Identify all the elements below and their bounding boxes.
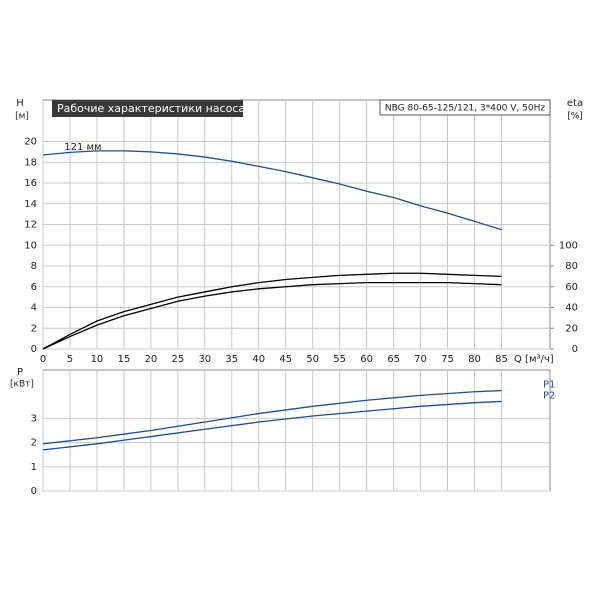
y-tick-label: 1 — [31, 462, 37, 473]
legend-label: P1 — [543, 380, 555, 391]
x-tick-label: 20 — [145, 354, 158, 365]
x-tick-label: 45 — [279, 354, 292, 365]
x-tick-label: 65 — [387, 354, 400, 365]
plot-frame — [42, 369, 551, 492]
y-tick-label: 16 — [24, 178, 37, 189]
subtitle-box — [379, 99, 551, 116]
chart-title: Рабочие характеристики насоса — [57, 102, 245, 115]
series-line — [42, 400, 502, 451]
marks — [42, 150, 502, 451]
y2-tick-label: 80 — [565, 261, 578, 272]
x-tick-label: 55 — [333, 354, 346, 365]
x-tick-label: 60 — [360, 354, 373, 365]
y2-tick-label: 0 — [572, 344, 578, 355]
x-tick-label: 70 — [414, 354, 427, 365]
y2-tick-label: 40 — [565, 303, 578, 314]
subtitle: NBG 80-65-125/121, 3*400 V, 50Hz — [385, 104, 545, 114]
x-tick-label: 40 — [252, 354, 265, 365]
x-tick-label: 35 — [225, 354, 238, 365]
y-tick-label: 2 — [31, 323, 37, 334]
y-tick-label: 3 — [31, 413, 37, 424]
series-line — [42, 281, 502, 350]
y2-tick-label: 100 — [559, 240, 578, 251]
series-line — [42, 389, 502, 445]
x-tick-label: 10 — [91, 354, 104, 365]
x-tick-label: 0 — [40, 354, 46, 365]
x-tick-label: 25 — [171, 354, 184, 365]
y2-tick-label: 20 — [565, 323, 578, 334]
x-tick-label: 75 — [441, 354, 454, 365]
y-tick-label: 6 — [31, 282, 37, 293]
y-tick-label: 14 — [24, 199, 37, 210]
grid — [42, 100, 550, 492]
y-unit: [кВт] — [10, 380, 34, 390]
series-line — [42, 272, 502, 350]
y-tick-label: 20 — [24, 137, 37, 148]
x-tick-label: 85 — [495, 354, 508, 365]
y-tick-label: 18 — [24, 157, 37, 168]
legend-label: 121 мм — [64, 142, 101, 153]
y-tick-label: 8 — [31, 261, 37, 272]
y-tick-label: 2 — [31, 438, 37, 449]
x-label: Q [м³/ч] — [514, 354, 554, 365]
x-tick-label: 30 — [198, 354, 211, 365]
series-line — [42, 150, 502, 231]
y2-label: eta — [567, 98, 583, 109]
x-tick-label: 5 — [67, 354, 73, 365]
x-tick-label: 15 — [118, 354, 131, 365]
y-tick-label: 0 — [31, 344, 37, 355]
y-label: H — [16, 98, 24, 109]
y-tick-label: 12 — [24, 220, 37, 231]
x-tick-label: 80 — [468, 354, 481, 365]
y2-tick-label: 60 — [565, 282, 578, 293]
x-tick-label: 50 — [306, 354, 319, 365]
y2-unit: [%] — [567, 112, 583, 122]
y-tick-label: 4 — [31, 303, 37, 314]
y-tick-label: 0 — [31, 486, 37, 497]
legend-label: P2 — [543, 390, 555, 401]
y-unit: [м] — [15, 112, 29, 122]
y-label: P — [17, 367, 23, 378]
y-tick-label: 10 — [24, 240, 37, 251]
title-box — [52, 100, 243, 117]
